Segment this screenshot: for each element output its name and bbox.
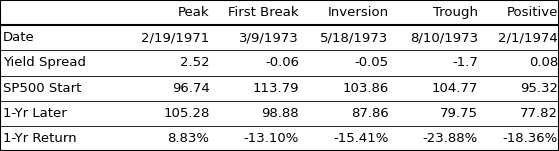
Text: 98.88: 98.88 <box>262 107 299 120</box>
Text: 1-Yr Return: 1-Yr Return <box>3 132 77 145</box>
Text: 0.08: 0.08 <box>529 56 558 69</box>
Text: First Break: First Break <box>229 6 299 19</box>
Text: 77.82: 77.82 <box>520 107 558 120</box>
Text: 95.32: 95.32 <box>520 82 558 95</box>
Text: Trough: Trough <box>433 6 478 19</box>
Text: SP500 Start: SP500 Start <box>3 82 81 95</box>
Text: 8/10/1973: 8/10/1973 <box>410 31 478 44</box>
Text: -0.05: -0.05 <box>354 56 389 69</box>
Text: Yield Spread: Yield Spread <box>3 56 86 69</box>
Text: 105.28: 105.28 <box>163 107 210 120</box>
Text: 2/1/1974: 2/1/1974 <box>498 31 558 44</box>
Text: -15.41%: -15.41% <box>333 132 389 145</box>
Text: 2.52: 2.52 <box>180 56 210 69</box>
Text: -1.7: -1.7 <box>452 56 478 69</box>
Text: 103.86: 103.86 <box>342 82 389 95</box>
Text: 104.77: 104.77 <box>432 82 478 95</box>
Text: 96.74: 96.74 <box>172 82 210 95</box>
Text: -0.06: -0.06 <box>265 56 299 69</box>
Text: Peak: Peak <box>178 6 210 19</box>
Text: 5/18/1973: 5/18/1973 <box>320 31 389 44</box>
Text: -23.88%: -23.88% <box>423 132 478 145</box>
Text: 113.79: 113.79 <box>253 82 299 95</box>
Text: -13.10%: -13.10% <box>244 132 299 145</box>
Text: 79.75: 79.75 <box>440 107 478 120</box>
Text: 87.86: 87.86 <box>350 107 389 120</box>
Text: -18.36%: -18.36% <box>503 132 558 145</box>
Text: 1-Yr Later: 1-Yr Later <box>3 107 67 120</box>
Text: Date: Date <box>3 31 35 44</box>
Text: Positive: Positive <box>506 6 558 19</box>
Text: 2/19/1971: 2/19/1971 <box>141 31 210 44</box>
Text: 8.83%: 8.83% <box>168 132 210 145</box>
Text: 3/9/1973: 3/9/1973 <box>239 31 299 44</box>
Text: Inversion: Inversion <box>328 6 389 19</box>
